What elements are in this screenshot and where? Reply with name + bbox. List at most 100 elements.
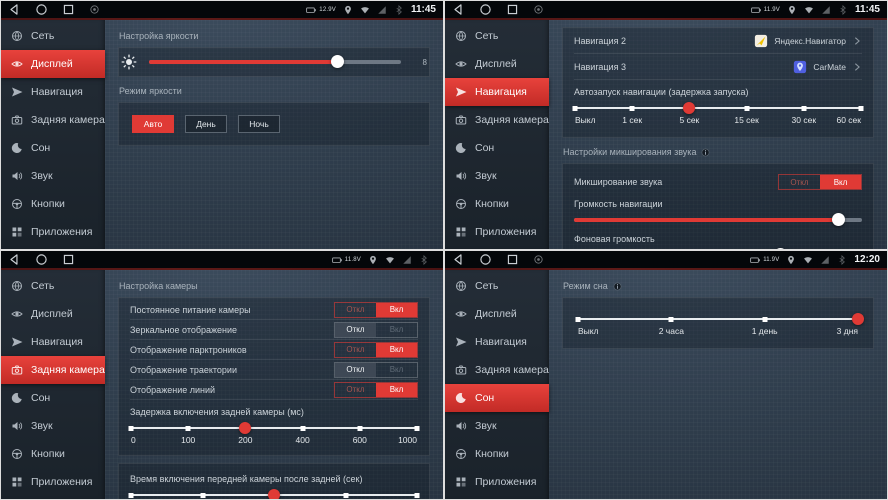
slider-tick[interactable] xyxy=(128,492,134,498)
sidebar-item-0[interactable]: Сеть xyxy=(445,22,549,50)
sidebar-item-1[interactable]: Дисплей xyxy=(445,300,549,328)
sidebar-item-5[interactable]: Звук xyxy=(1,162,105,190)
nav-volume-slider[interactable] xyxy=(574,213,862,227)
sleep-mode-slider[interactable]: Выкл 2 часа 1 день 3 дня xyxy=(575,312,864,340)
slider-option-label[interactable]: 600 xyxy=(352,435,367,445)
slider-tick[interactable] xyxy=(200,492,205,498)
slider-tick[interactable] xyxy=(185,425,191,431)
slider-thumb[interactable] xyxy=(852,313,864,325)
sidebar-item-1[interactable]: Дисплей xyxy=(1,300,105,328)
brightness-mode-button[interactable]: Ночь xyxy=(238,115,280,133)
front-camera-time-slider[interactable]: Выкл10152060 xyxy=(128,488,420,499)
toggle-off-button[interactable]: Откл xyxy=(346,345,365,354)
sidebar-item-6[interactable]: Кнопки xyxy=(445,190,549,218)
sidebar-item-3[interactable]: Задняя камера xyxy=(1,106,105,134)
sidebar-item-7[interactable]: Приложения xyxy=(445,218,549,246)
slider-thumb[interactable] xyxy=(331,55,344,68)
autostart-delay-slider[interactable]: Выкл 1 сек 5 сек 15 сек 30 сек 60 сек xyxy=(572,101,864,129)
home-button[interactable] xyxy=(479,3,492,16)
info-icon[interactable] xyxy=(613,282,622,291)
brightness-mode-button[interactable]: День xyxy=(185,115,227,133)
toggle-off-button[interactable]: Откл xyxy=(346,305,365,314)
slider-option-label[interactable]: 3 дня xyxy=(836,326,858,336)
toggle-off-button[interactable]: Откл xyxy=(346,385,365,394)
sidebar-item-0[interactable]: Сеть xyxy=(1,272,105,300)
slider-option-label[interactable]: 30 сек xyxy=(791,115,817,125)
sidebar-item-2[interactable]: Навигация xyxy=(445,328,549,356)
home-button[interactable] xyxy=(35,253,48,266)
sidebar-item-6[interactable]: Кнопки xyxy=(1,440,105,468)
slider-thumb[interactable] xyxy=(831,213,845,226)
slider-tick[interactable] xyxy=(414,492,420,498)
toggle-off-button[interactable]: Откл xyxy=(790,177,809,187)
slider-option-label[interactable]: 15 сек xyxy=(734,115,759,125)
toggle-on-button[interactable]: Вкл xyxy=(820,175,861,189)
slider-tick[interactable] xyxy=(128,425,134,431)
toggle-on-button[interactable]: Вкл xyxy=(376,382,417,397)
back-button[interactable] xyxy=(452,3,465,16)
home-button[interactable] xyxy=(35,3,48,16)
toggle-off-button[interactable]: Откл xyxy=(335,362,376,377)
slider-tick[interactable] xyxy=(414,425,420,431)
sidebar-item-4[interactable]: Сон xyxy=(1,134,105,162)
sidebar-item-7[interactable]: Приложения xyxy=(1,468,105,496)
sidebar-item-2[interactable]: Навигация xyxy=(1,328,105,356)
slider-tick[interactable] xyxy=(668,316,674,322)
sidebar-item-3[interactable]: Задняя камера xyxy=(1,356,105,384)
toggle-on-button[interactable]: Вкл xyxy=(376,342,417,357)
nav-app-row-3[interactable]: Навигация 3 CarMate xyxy=(574,54,862,80)
home-button[interactable] xyxy=(479,253,492,266)
slider-thumb[interactable] xyxy=(683,102,696,114)
slider-tick[interactable] xyxy=(357,425,363,431)
slider-option-label[interactable]: 2 часа xyxy=(658,326,684,336)
slider-option-label[interactable]: 5 сек xyxy=(679,115,700,125)
background-volume-slider[interactable] xyxy=(574,248,862,249)
sidebar-item-5[interactable]: Звук xyxy=(1,412,105,440)
slider-option-label[interactable]: Выкл xyxy=(575,115,596,125)
slider-option-label[interactable]: 1 сек xyxy=(622,115,643,125)
sidebar-item-4[interactable]: Сон xyxy=(445,384,549,412)
toggle-on-button[interactable]: Вкл xyxy=(376,302,417,317)
slider-tick[interactable] xyxy=(762,316,768,322)
back-button[interactable] xyxy=(8,253,21,266)
slider-option-label[interactable]: 200 xyxy=(238,435,253,445)
recents-button[interactable] xyxy=(506,3,519,16)
slider-tick[interactable] xyxy=(572,105,578,111)
sidebar-item-2[interactable]: Навигация xyxy=(1,78,105,106)
sidebar-item-7[interactable]: Приложения xyxy=(445,468,549,496)
recents-button[interactable] xyxy=(506,253,519,266)
sidebar-item-1[interactable]: Дисплей xyxy=(1,50,105,78)
sidebar-item-0[interactable]: Сеть xyxy=(445,272,549,300)
sidebar-item-5[interactable]: Звук xyxy=(445,412,549,440)
sidebar-item-4[interactable]: Сон xyxy=(1,384,105,412)
back-button[interactable] xyxy=(8,3,21,16)
slider-thumb[interactable] xyxy=(268,489,280,499)
sidebar-item-6[interactable]: Кнопки xyxy=(1,190,105,218)
slider-option-label[interactable]: 100 xyxy=(181,435,196,445)
slider-tick[interactable] xyxy=(343,492,348,498)
sidebar-item-7[interactable]: Приложения xyxy=(1,218,105,246)
slider-option-label[interactable]: Выкл xyxy=(578,326,599,336)
toggle-off-button[interactable]: Откл xyxy=(335,322,376,337)
slider-tick[interactable] xyxy=(300,425,306,431)
slider-tick[interactable] xyxy=(858,105,864,111)
sidebar-item-0[interactable]: Сеть xyxy=(1,22,105,50)
slider-tick[interactable] xyxy=(801,105,807,111)
sidebar-item-1[interactable]: Дисплей xyxy=(445,50,549,78)
slider-tick[interactable] xyxy=(629,105,635,111)
sidebar-item-4[interactable]: Сон xyxy=(445,134,549,162)
sidebar-item-3[interactable]: Задняя камера xyxy=(445,106,549,134)
brightness-slider[interactable] xyxy=(149,55,401,69)
nav-app-row-2[interactable]: Навигация 2 Яндекс.Навигатор xyxy=(574,28,862,54)
toggle-on-button[interactable]: Вкл xyxy=(389,365,404,374)
slider-option-label[interactable]: 400 xyxy=(295,435,310,445)
info-icon[interactable] xyxy=(701,148,710,157)
slider-thumb[interactable] xyxy=(239,422,252,434)
sidebar-item-6[interactable]: Кнопки xyxy=(445,440,549,468)
slider-option-label[interactable]: 1 день xyxy=(751,326,778,336)
rear-camera-delay-slider[interactable]: 0 100 200 400 600 1000 xyxy=(128,421,420,449)
brightness-mode-button[interactable]: Авто xyxy=(132,115,174,133)
slider-option-label[interactable]: 60 сек xyxy=(836,115,861,125)
slider-tick[interactable] xyxy=(744,105,750,111)
toggle-on-button[interactable]: Вкл xyxy=(389,325,404,334)
